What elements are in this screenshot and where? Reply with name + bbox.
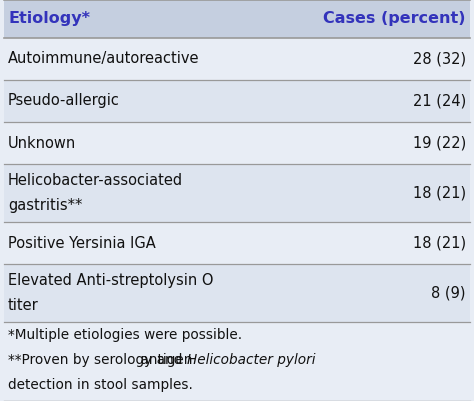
Bar: [4, 164, 470, 222]
Bar: [4, 222, 470, 264]
Text: Positive Yersinia IGA: Positive Yersinia IGA: [8, 235, 156, 251]
Text: titer: titer: [8, 298, 39, 313]
Text: 21 (24): 21 (24): [413, 93, 466, 109]
Bar: [4, 322, 470, 401]
Text: 19 (22): 19 (22): [413, 136, 466, 150]
Text: Autoimmune/autoreactive: Autoimmune/autoreactive: [8, 51, 200, 67]
Bar: [4, 122, 470, 164]
Text: 18 (21): 18 (21): [413, 186, 466, 200]
Bar: [4, 264, 470, 322]
Text: Etiology*: Etiology*: [8, 12, 90, 26]
Text: 18 (21): 18 (21): [413, 235, 466, 251]
Bar: [4, 38, 470, 80]
Bar: [4, 80, 470, 122]
Text: Helicobacter-associated: Helicobacter-associated: [8, 173, 183, 188]
Text: Pseudo-allergic: Pseudo-allergic: [8, 93, 120, 109]
Text: Cases (percent): Cases (percent): [323, 12, 466, 26]
Text: Unknown: Unknown: [8, 136, 76, 150]
Text: Helicobacter pylori: Helicobacter pylori: [187, 353, 315, 367]
Text: antigen: antigen: [137, 353, 193, 367]
Text: 28 (32): 28 (32): [413, 51, 466, 67]
Text: **Proven by serology and: **Proven by serology and: [8, 353, 187, 367]
Bar: [4, 0, 470, 38]
Text: *Multiple etiologies were possible.: *Multiple etiologies were possible.: [8, 328, 242, 342]
Text: Elevated Anti-streptolysin O: Elevated Anti-streptolysin O: [8, 273, 213, 288]
Text: detection in stool samples.: detection in stool samples.: [8, 378, 193, 392]
Text: 8 (9): 8 (9): [431, 286, 466, 300]
Text: gastritis**: gastritis**: [8, 198, 82, 213]
